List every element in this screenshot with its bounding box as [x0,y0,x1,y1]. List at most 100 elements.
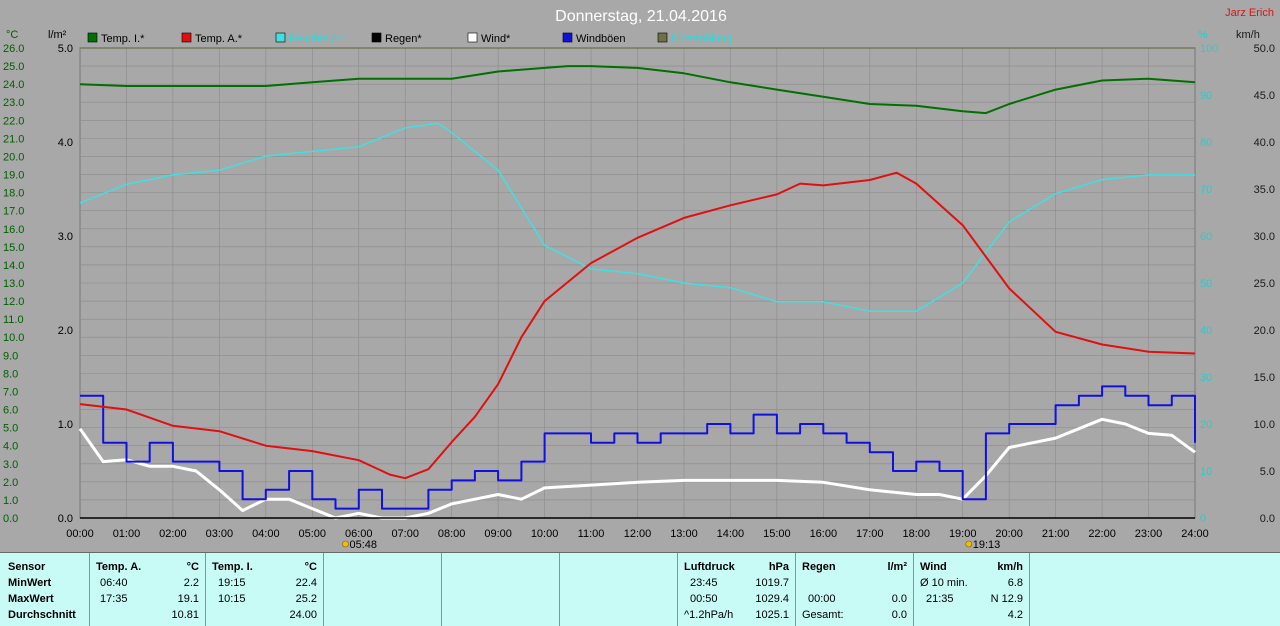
temp-a-min-value: 2.2 [183,577,199,589]
celsius-tick-label: 25.0 [3,61,24,73]
celsius-tick-label: 15.0 [3,242,24,254]
x-tick-label: 05:00 [299,528,327,540]
celsius-tick-label: 0.0 [3,513,18,525]
celsius-tick-label: 17.0 [3,206,24,218]
temp-i-max-value: 25.2 [295,593,317,605]
temp-i-max-time: 10:15 [218,593,246,605]
x-tick-label: 14:00 [717,528,745,540]
celsius-tick-label: 20.0 [3,151,24,163]
temp-a-max-value: 19.1 [177,593,199,605]
wind-tick-label: 15.0 [1254,372,1275,384]
wind-column: Wind km/h Ø 10 min. 6.8 21:35 N 12.9 4.2 [914,553,1030,626]
series-line-tempi [79,65,1196,115]
celsius-tick-label: 19.0 [3,170,24,182]
series-line-feuchtea [79,122,1195,312]
sunset-icon [965,540,973,548]
wind-header: Wind [920,561,947,573]
x-tick-label: 22:00 [1088,528,1116,540]
celsius-tick-label: 4.0 [3,441,18,453]
x-tick-label: 09:00 [484,528,512,540]
x-tick-label: 20:00 [995,528,1023,540]
pressure-min-value: 1019.7 [755,577,789,589]
humidity-tick-label: 20 [1200,419,1212,431]
celsius-tick-label: 5.0 [3,423,18,435]
rain-tick-label: 1.0 [58,419,73,431]
wind-tick-label: 5.0 [1260,466,1275,478]
wind-tick-label: 30.0 [1254,231,1275,243]
weather-chart: 0.0 1.0 2.0 3.0 4.0 5.0 6.0 7.0 8.0 9.0 10.0 11.0 12… [3,7,1275,551]
humidity-tick-label: 60 [1200,231,1212,243]
x-tick-label: 11:00 [578,528,605,540]
empty-column-3 [560,553,678,626]
legend-label: Einstrahlung [671,33,732,45]
rain-tick-label: 3.0 [58,231,73,243]
author-label: Jarz Erich [1225,7,1274,19]
wind-max-time: 21:35 [926,593,954,605]
legend-swatch [657,32,668,43]
celsius-tick-label: 22.0 [3,115,24,127]
x-tick-label: 23:00 [1135,528,1163,540]
humidity-tick-label: 40 [1200,325,1212,337]
avg-label: Durchschnitt [8,609,76,621]
x-tick-label: 06:00 [345,528,373,540]
celsius-tick-label: 26.0 [3,43,24,55]
celsius-tick-label: 3.0 [3,459,18,471]
wind-tick-label: 0.0 [1260,513,1275,525]
pressure-min-time: 23:45 [690,577,718,589]
celsius-axis-label: °C [6,29,18,41]
celsius-tick-label: 11.0 [3,314,24,326]
legend-swatch [562,32,573,43]
sunset-label: 19:13 [973,539,1001,551]
humidity-tick-label: 0 [1200,513,1206,525]
chart-title: Donnerstag, 21.04.2016 [555,8,727,25]
temp-a-max-time: 17:35 [100,593,128,605]
celsius-tick-label: 14.0 [3,260,24,272]
temp-a-header: Temp. A. [96,561,142,573]
x-tick-label: 04:00 [252,528,280,540]
empty-column-1 [324,553,442,626]
humidity-tick-label: 30 [1200,372,1212,384]
temp-a-avg-value: 10.81 [171,609,199,621]
temp-i-min-time: 19:15 [218,577,246,589]
temp-i-unit: °C [304,561,317,573]
legend-swatch [275,32,286,43]
humidity-tick-label: 80 [1200,137,1212,149]
celsius-tick-label: 10.0 [3,332,24,344]
celsius-tick-label: 12.0 [3,296,24,308]
rain-total-value: 0.0 [891,609,907,621]
temp-i-min-value: 22.4 [295,577,317,589]
celsius-tick-label: 8.0 [3,368,18,380]
x-tick-label: 01:00 [113,528,141,540]
rain-axis-label: l/m² [48,29,67,41]
x-tick-label: 13:00 [670,528,698,540]
temp-i-header: Temp. I. [212,561,253,573]
celsius-tick-label: 13.0 [3,278,24,290]
celsius-tick-label: 21.0 [3,133,24,145]
wind-tick-label: 45.0 [1254,90,1275,102]
legend-label: Regen* [385,33,422,45]
x-tick-label: 12:00 [624,528,652,540]
wind-max-value: N 12.9 [990,593,1023,605]
celsius-tick-label: 6.0 [3,405,18,417]
rain-tick-label: 4.0 [58,137,73,149]
series-line-windben [80,385,1196,510]
temp-a-min-time: 06:40 [100,577,128,589]
empty-column-2 [442,553,560,626]
legend-label: Temp. A.* [195,33,243,45]
celsius-tick-label: 7.0 [3,386,18,398]
pressure-max-value: 1029.4 [755,593,789,605]
sensor-header: Sensor [8,561,46,573]
rain-max-value: 0.0 [891,593,907,605]
wind-avg-label: Ø 10 min. [920,577,968,589]
wind-avg-value: 6.8 [1007,577,1023,589]
humidity-tick-label: 100 [1200,43,1218,55]
sunrise-icon [342,540,349,548]
rain-unit: l/m² [887,561,907,573]
legend-swatch [371,32,382,43]
x-tick-label: 03:00 [206,528,234,540]
pressure-avg-value: 1025.1 [755,609,789,621]
pressure-max-time: 00:50 [690,593,718,605]
pressure-trend: ^1.2hPa/h [684,609,734,621]
x-tick-label: 19:00 [949,528,977,540]
x-tick-label: 15:00 [763,528,791,540]
